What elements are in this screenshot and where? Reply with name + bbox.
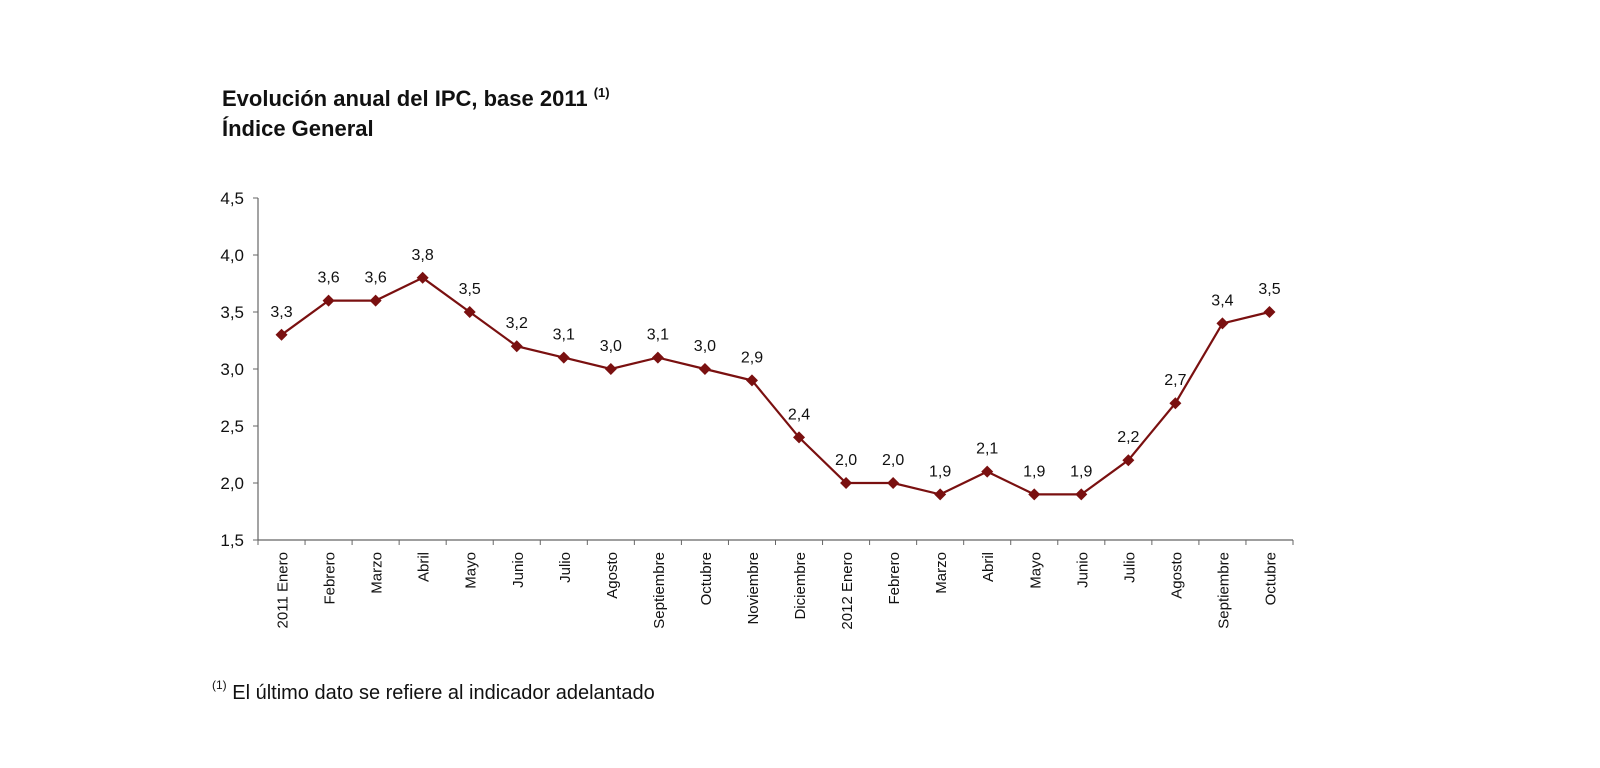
- data-point-marker: [887, 477, 900, 489]
- data-label: 3,6: [364, 270, 386, 287]
- data-point-marker: [510, 340, 523, 353]
- y-tick-label: 3,0: [220, 360, 244, 379]
- footnote: (1) El último dato se refiere al indicad…: [212, 678, 655, 705]
- y-tick-label: 2,5: [220, 417, 244, 436]
- data-label: 2,0: [835, 452, 857, 469]
- data-label: 3,2: [506, 315, 528, 332]
- data-label: 3,4: [1211, 292, 1233, 309]
- data-label: 1,9: [929, 463, 951, 480]
- data-point-marker: [1216, 317, 1229, 330]
- x-tick-label: Julio: [1121, 552, 1138, 583]
- series-line: [280, 276, 1270, 496]
- title-text: Evolución anual del IPC, base 2011: [222, 86, 588, 111]
- y-tick-label: 4,5: [220, 189, 244, 208]
- footnote-mark: (1): [212, 678, 227, 692]
- data-label: 3,0: [694, 338, 716, 355]
- x-tick-label: 2011 Enero: [275, 552, 292, 628]
- y-tick-label: 4,0: [220, 246, 244, 265]
- data-point-marker: [275, 328, 288, 341]
- data-point-marker: [651, 351, 664, 364]
- x-tick-label: Diciembre: [792, 552, 809, 620]
- x-tick-label: Febrero: [886, 552, 903, 605]
- data-label: 3,3: [270, 304, 292, 321]
- data-label: 2,4: [788, 406, 810, 423]
- data-point-marker: [934, 488, 947, 501]
- x-tick-label: Abril: [980, 552, 997, 582]
- data-point-marker: [463, 306, 476, 318]
- data-point-marker: [745, 374, 758, 387]
- title-note: (1): [593, 85, 610, 100]
- x-tick-label: Febrero: [322, 552, 339, 605]
- data-point-marker: [1263, 306, 1276, 318]
- data-label: 1,9: [1070, 463, 1092, 480]
- data-label: 3,0: [600, 338, 622, 355]
- data-point-marker: [698, 363, 711, 375]
- data-label: 2,1: [976, 441, 998, 458]
- y-tick-label: 1,5: [220, 531, 244, 550]
- y-tick-label: 3,5: [220, 303, 244, 322]
- data-point-marker: [1075, 488, 1088, 501]
- x-tick-label: Mayo: [463, 552, 480, 589]
- data-point-marker: [981, 465, 994, 478]
- data-label: 3,1: [553, 327, 575, 344]
- x-tick-label: Agosto: [1168, 552, 1185, 599]
- data-label: 3,5: [459, 281, 481, 298]
- data-label: 3,1: [647, 327, 669, 344]
- x-tick-label: Noviembre: [745, 552, 762, 625]
- data-label: 2,9: [741, 349, 763, 366]
- x-tick-label: Junio: [1074, 552, 1091, 588]
- data-label: 1,9: [1023, 463, 1045, 480]
- data-label: 3,6: [317, 270, 339, 287]
- data-point-marker: [840, 477, 853, 489]
- data-point-marker: [604, 363, 617, 375]
- data-label: 2,2: [1117, 429, 1139, 446]
- data-point-marker: [416, 271, 429, 284]
- data-point-marker: [1028, 488, 1041, 501]
- x-tick-label: Septiembre: [651, 552, 668, 629]
- x-tick-label: Septiembre: [1215, 552, 1232, 629]
- data-point-marker: [322, 294, 335, 307]
- data-label: 2,7: [1164, 372, 1186, 389]
- data-point-marker: [557, 351, 570, 364]
- x-tick-label: Marzo: [369, 552, 386, 594]
- x-tick-label: Octubre: [698, 552, 715, 605]
- x-tick-label: Agosto: [604, 552, 621, 599]
- data-label: 2,0: [882, 452, 904, 469]
- data-label: 3,5: [1258, 281, 1280, 298]
- data-point-marker: [369, 294, 382, 307]
- x-tick-label: Abril: [416, 552, 433, 582]
- y-tick-label: 2,0: [220, 474, 244, 493]
- x-tick-label: Julio: [557, 552, 574, 583]
- x-tick-label: 2012 Enero: [839, 552, 856, 630]
- footnote-text: El último dato se refiere al indicador a…: [232, 682, 655, 704]
- data-point-marker: [793, 431, 806, 444]
- chart-subtitle: Índice General: [222, 116, 374, 141]
- chart-title: Evolución anual del IPC, base 2011 (1) Í…: [222, 84, 610, 144]
- x-tick-label: Mayo: [1027, 552, 1044, 589]
- data-point-marker: [1169, 397, 1182, 410]
- x-tick-label: Octubre: [1262, 552, 1279, 605]
- x-tick-label: Marzo: [933, 552, 950, 594]
- data-label: 3,8: [412, 247, 434, 264]
- data-point-marker: [1122, 454, 1135, 467]
- x-tick-label: Junio: [510, 552, 527, 588]
